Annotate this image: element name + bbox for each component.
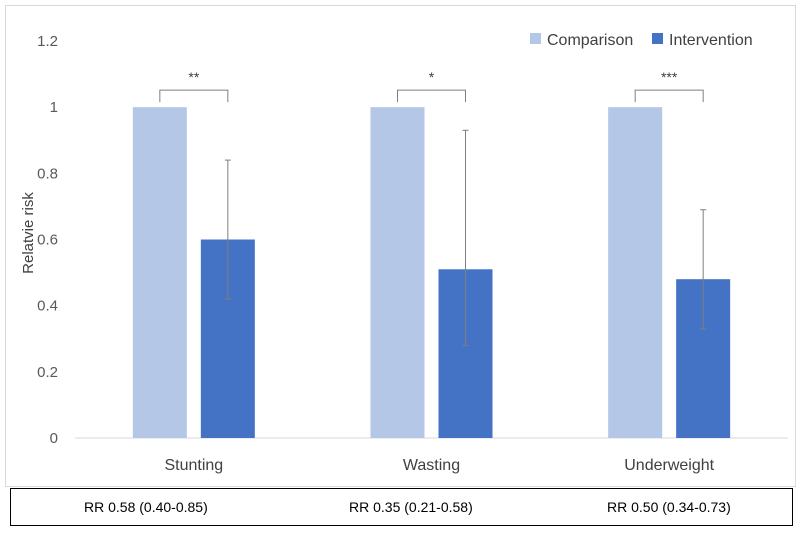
- significance-bracket-stunting: [159, 89, 229, 103]
- bar-chart: 00.20.40.60.811.2 Relatvie risk ** * *** S…: [20, 32, 788, 474]
- bars-group: [132, 107, 731, 439]
- legend-label-comparison: Comparison: [547, 32, 633, 49]
- chart-frame: [5, 5, 796, 487]
- y-tick-label: 1: [50, 99, 58, 116]
- significance-label-underweight: ***: [661, 69, 678, 85]
- legend: Comparison Intervention: [530, 32, 753, 49]
- significance-label-stunting: **: [188, 69, 199, 85]
- legend-label-intervention: Intervention: [669, 32, 753, 49]
- rr-cell-wasting: RR 0.35 (0.21-0.58): [349, 499, 473, 515]
- y-tick-label: 0.6: [37, 232, 58, 249]
- error-bars-group: [224, 129, 707, 346]
- significance-bracket-underweight: [634, 89, 704, 103]
- legend-swatch-intervention: [652, 33, 663, 44]
- y-tick-label: 0.2: [37, 364, 58, 381]
- rr-cell-underweight: RR 0.50 (0.34-0.73): [607, 499, 731, 515]
- rr-cell-stunting: RR 0.58 (0.40-0.85): [84, 499, 208, 515]
- y-tick-label: 0: [50, 430, 58, 447]
- bar-comparison-stunting: [132, 107, 187, 439]
- significance-brackets: ** * ***: [159, 69, 704, 103]
- y-tick-label: 0.8: [37, 165, 58, 182]
- y-tick-label: 1.2: [37, 33, 58, 50]
- x-tick-label-wasting: Wasting: [403, 457, 460, 474]
- significance-label-wasting: *: [429, 69, 435, 85]
- legend-swatch-comparison: [530, 33, 541, 44]
- y-axis-label: Relatvie risk: [20, 192, 37, 274]
- y-axis-ticks: 0 0.2 0.4 0.6 0.8 1 1.2: [37, 33, 58, 447]
- relative-risk-table: RR 0.58 (0.40-0.85) RR 0.35 (0.21-0.58) …: [10, 488, 793, 526]
- bar-comparison-underweight: [608, 107, 663, 439]
- x-tick-label-underweight: Underweight: [624, 457, 714, 474]
- x-axis-ticks: Stunting Wasting Underweight: [164, 457, 714, 474]
- x-tick-label-stunting: Stunting: [164, 457, 223, 474]
- bar-comparison-wasting: [370, 107, 425, 439]
- y-tick-label: 0.4: [37, 298, 58, 315]
- significance-bracket-wasting: [397, 89, 466, 103]
